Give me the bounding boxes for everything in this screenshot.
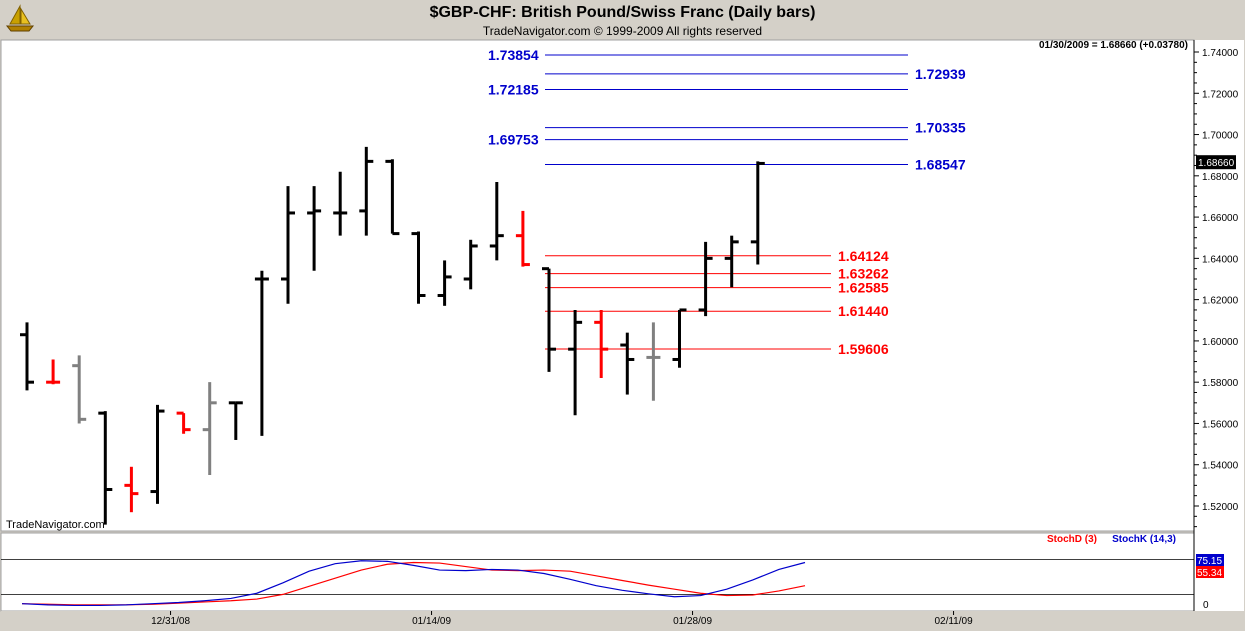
projection-level-label: 1.73854: [488, 47, 539, 63]
date-tick-label: 01/14/09: [412, 616, 451, 627]
retracement-level-label: 1.63262: [838, 266, 889, 282]
price-tick-label: 1.74000: [1202, 48, 1239, 59]
price-tick-label: 1.60000: [1202, 337, 1239, 348]
price-tick-label: 1.64000: [1202, 254, 1239, 265]
price-readout: 01/30/2009 = 1.68660 (+0.03780): [1039, 40, 1188, 51]
stochastic-series-line: [21, 560, 806, 607]
retracement-level-label: 1.62585: [838, 280, 889, 296]
watermark-text: TradeNavigator.com: [6, 519, 105, 531]
price-axis-ticks: 1.74000 1.72000 1.70000 1.68000 1.66000 1.640…: [1194, 48, 1239, 528]
legend-stochd: StochD (3): [1047, 534, 1097, 545]
projection-level-label: 1.69753: [488, 132, 539, 148]
copyright-text: TradeNavigator.com © 1999-2009 All right…: [482, 24, 763, 38]
date-tick-label: 12/31/08: [151, 616, 190, 627]
projection-level-label: 1.72185: [488, 81, 539, 97]
stochk-value-box: [1196, 554, 1224, 566]
price-plot-area: [0, 39, 1195, 532]
price-tick-label: 1.72000: [1202, 89, 1239, 100]
stochastic-tick-label: 0: [1203, 600, 1209, 611]
price-axis-area: [1194, 40, 1244, 611]
chart-title: $GBP-CHF: British Pound/Swiss Franc (Dai…: [429, 4, 816, 21]
projection-level-label: 1.68547: [915, 157, 966, 173]
level-lines: 1.73854 1.72939 1.72185 1.70335 1.69753 1.685…: [488, 47, 966, 357]
price-tick-label: 1.52000: [1202, 502, 1239, 513]
projection-level-label: 1.70335: [915, 120, 966, 136]
last-price-label: 1.68660: [1198, 158, 1235, 169]
sailboat-logo-icon: [5, 4, 35, 32]
date-axis-area: [1, 611, 1244, 630]
date-axis-labels: 12/31/08 01/14/09 01/28/09 02/11/09: [151, 611, 973, 627]
last-price-box: [1196, 155, 1236, 170]
price-tick-label: 1.62000: [1202, 296, 1239, 307]
price-bars: [20, 146, 765, 525]
projection-level-label: 1.72939: [915, 66, 966, 82]
legend-stochk: StochK (14,3): [1112, 534, 1176, 545]
stochastic-plot-area: [0, 532, 1195, 612]
price-tick-label: 1.66000: [1202, 213, 1239, 224]
retracement-level-label: 1.61440: [838, 303, 889, 319]
price-tick-label: 1.68000: [1202, 172, 1239, 183]
retracement-level-label: 1.59606: [838, 341, 889, 357]
stochk-value-label: 75.15: [1197, 556, 1222, 567]
price-tick-label: 1.56000: [1202, 419, 1239, 430]
price-tick-label: 1.70000: [1202, 131, 1239, 142]
date-tick-label: 02/11/09: [934, 616, 973, 627]
date-tick-label: 01/28/09: [673, 616, 712, 627]
retracement-level-label: 1.64124: [838, 248, 889, 264]
stochd-value-label: 55.34: [1197, 568, 1222, 579]
price-tick-label: 1.58000: [1202, 378, 1239, 389]
stochd-value-box: [1196, 566, 1224, 578]
price-tick-label: 1.54000: [1202, 461, 1239, 472]
